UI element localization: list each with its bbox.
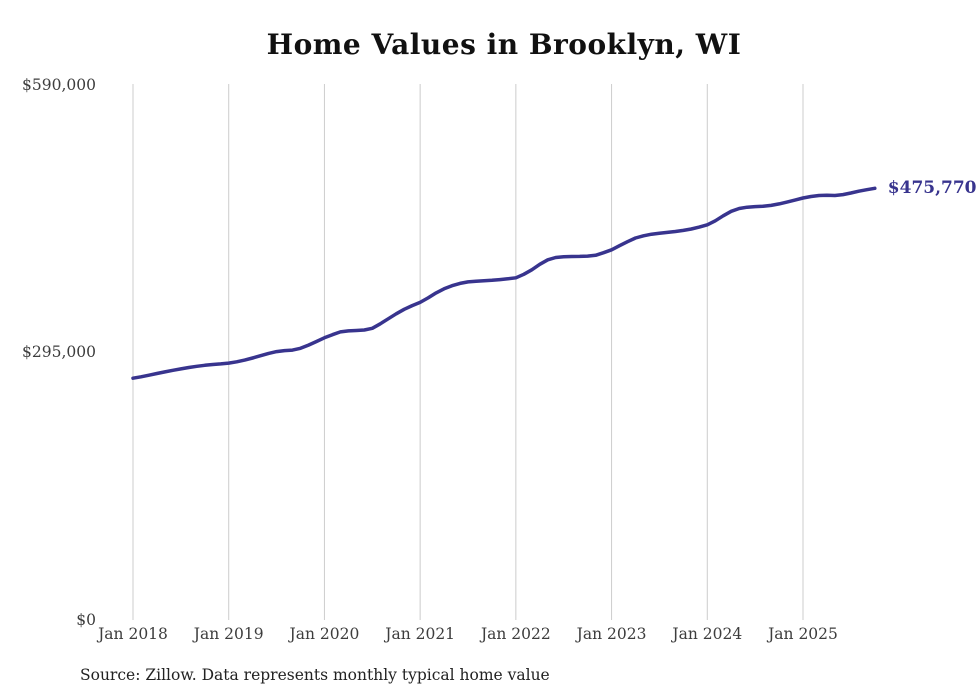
latest-value-label: $475,770	[887, 178, 977, 199]
x-tick-label: Jan 2022	[480, 625, 551, 643]
source-note: Source: Zillow. Data represents monthly …	[80, 666, 550, 684]
chart-title: Home Values in Brooklyn, WI	[266, 28, 742, 61]
x-tick-label: Jan 2023	[576, 625, 647, 643]
x-tick-label: Jan 2021	[385, 625, 456, 643]
x-tick-label: Jan 2018	[98, 625, 168, 643]
x-tick-label: Jan 2019	[193, 625, 264, 643]
y-tick-label: $590,000	[22, 75, 96, 94]
x-tick-label: Jan 2024	[672, 625, 743, 643]
home-value-line-series	[131, 186, 877, 380]
y-tick-label: $0	[76, 611, 96, 629]
y-tick-label: $295,000	[22, 343, 96, 362]
x-tick-label: Jan 2020	[289, 625, 360, 643]
x-tick-label: Jan 2025	[768, 625, 838, 643]
